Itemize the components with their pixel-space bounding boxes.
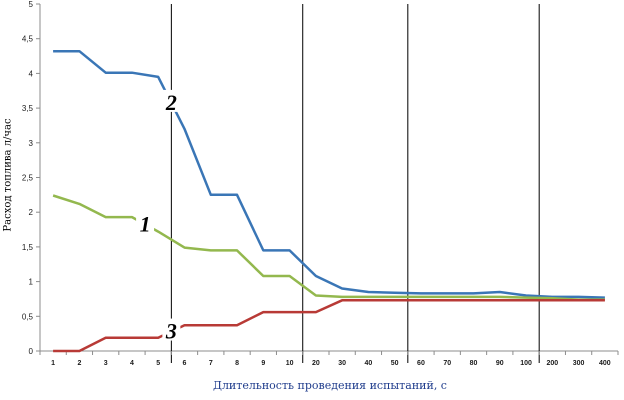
y-tick-label: 4	[29, 69, 34, 78]
x-tick-label: 20	[312, 360, 320, 367]
annotation-gap	[162, 89, 181, 112]
x-tick-label: 10	[286, 360, 294, 367]
x-tick-label: 4	[130, 360, 134, 367]
annotation-gap	[136, 211, 155, 234]
series-annotation-1: 1	[140, 211, 151, 236]
x-tick-label: 50	[391, 360, 399, 367]
x-tick-label: 5	[156, 360, 160, 367]
x-tick-label: 3	[104, 360, 108, 367]
y-tick-label: 3	[29, 139, 34, 148]
y-tick-label: 4,5	[22, 35, 34, 44]
series-line-3	[53, 299, 605, 353]
x-tick-label: 90	[496, 360, 504, 367]
x-axis-title: Длительность проведения испытаний, с	[213, 379, 447, 392]
series-annotation-3: 3	[165, 319, 177, 344]
y-tick-label: 2,5	[22, 174, 34, 183]
series-line-2	[53, 49, 605, 299]
series-annotation-2: 2	[165, 90, 177, 115]
x-tick-label: 300	[573, 360, 585, 367]
annotation-gap	[162, 318, 181, 341]
x-tick-label: 100	[520, 360, 532, 367]
y-tick-label: 3,5	[22, 104, 34, 113]
x-tick-label: 9	[261, 360, 265, 367]
x-tick-label: 30	[338, 360, 346, 367]
y-axis-title: Расход топлива л/час	[0, 0, 16, 400]
x-tick-label: 400	[599, 360, 611, 367]
y-tick-label: 2	[29, 208, 34, 217]
x-tick-label: 200	[546, 360, 558, 367]
y-tick-label: 1	[29, 278, 34, 287]
y-tick-label: 0,5	[22, 312, 34, 321]
chart-lines	[52, 49, 605, 353]
chart-separators	[170, 4, 540, 363]
x-tick-label: 70	[443, 360, 451, 367]
x-tick-label: 8	[235, 360, 239, 367]
x-tick-label: 1	[51, 360, 55, 367]
x-tick-label: 60	[417, 360, 425, 367]
y-tick-label: 5	[29, 0, 34, 9]
series-line-1	[52, 194, 605, 301]
x-tick-label: 6	[183, 360, 187, 367]
chart-ticks: 0 0,5 1 1,5 2 2,5 3 3,5 4 4,5 5 1 2 3 4 5 6 7 8 9 10 20 30 40 50…	[22, 0, 619, 367]
y-axis-title-text: Расход топлива л/час	[2, 118, 14, 232]
x-tick-label: 40	[365, 360, 373, 367]
y-tick-label: 0	[29, 347, 34, 356]
y-tick-label: 1,5	[22, 243, 34, 252]
x-tick-label: 2	[77, 360, 81, 367]
chart-annotations: 2 1 3	[136, 89, 181, 344]
x-tick-label: 7	[209, 360, 213, 367]
x-tick-label: 80	[470, 360, 478, 367]
